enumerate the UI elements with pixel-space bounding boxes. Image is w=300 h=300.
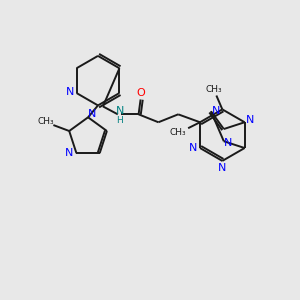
Text: CH₃: CH₃ (170, 128, 187, 137)
Text: N: N (212, 106, 220, 116)
Text: N: N (116, 106, 124, 116)
Text: CH₃: CH₃ (37, 117, 54, 126)
Text: N: N (218, 163, 226, 173)
Text: N: N (189, 143, 197, 153)
Text: CH₃: CH₃ (205, 85, 222, 94)
Text: N: N (65, 148, 74, 158)
Text: N: N (65, 87, 74, 97)
Text: N: N (224, 138, 232, 148)
Text: O: O (136, 88, 145, 98)
Text: N: N (88, 109, 96, 119)
Text: H: H (116, 116, 123, 125)
Text: N: N (245, 115, 254, 125)
